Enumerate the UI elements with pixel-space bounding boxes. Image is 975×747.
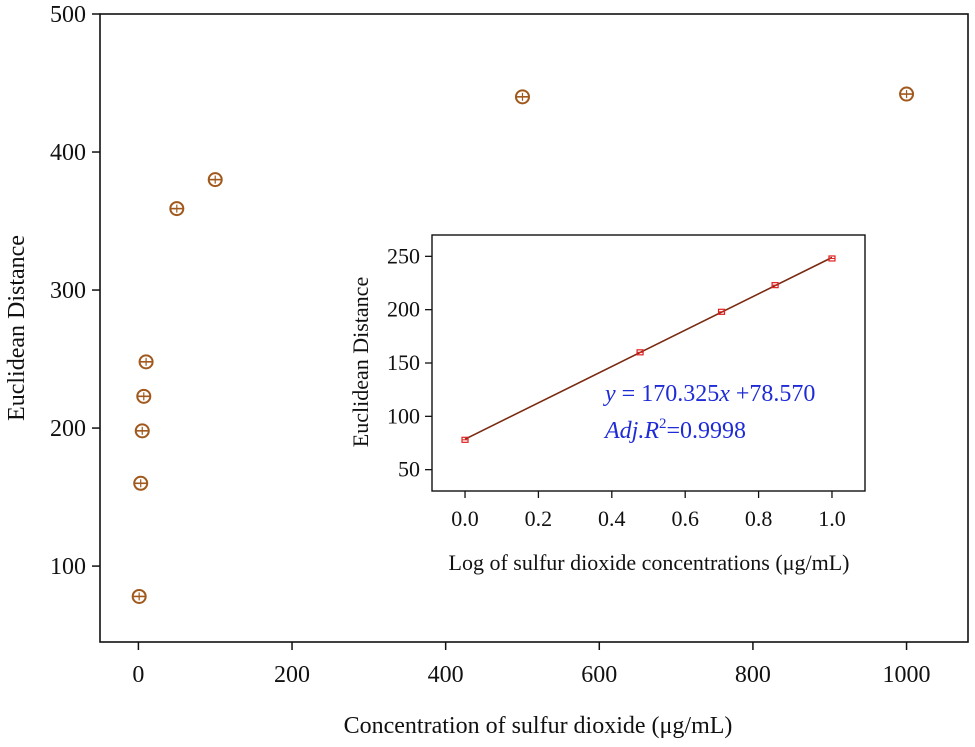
- inset-data-point: [771, 282, 779, 289]
- main-data-point: [514, 89, 530, 105]
- inset-y-tick-label: 200: [387, 297, 420, 322]
- r-squared-annotation: Adj.R2=0.9998: [603, 416, 746, 444]
- inset-x-tick-label: 0.0: [451, 506, 479, 531]
- main-x-axis-label: Concentration of sulfur dioxide (μg/mL): [344, 713, 733, 739]
- main-x-tick-label: 400: [428, 662, 464, 688]
- main-data-point: [133, 475, 149, 491]
- inset-y-axis-ticks: 50 100 150 200 250: [387, 243, 432, 482]
- inset-y-tick-label: 250: [387, 243, 420, 268]
- main-data-point: [207, 172, 223, 188]
- inset-x-tick-label: 0.2: [525, 506, 553, 531]
- main-y-tick-label: 400: [50, 140, 86, 166]
- main-x-tick-label: 600: [581, 662, 617, 688]
- r2-value: =0.9998: [667, 418, 747, 444]
- main-x-tick-label: 0: [132, 662, 144, 688]
- main-data-point: [169, 201, 185, 217]
- main-data-point: [136, 388, 152, 404]
- inset-y-tick-label: 50: [398, 457, 420, 482]
- main-y-tick-label: 100: [50, 554, 86, 580]
- inset-y-tick-label: 100: [387, 403, 420, 428]
- inset-y-axis-label: Euclidean Distance: [348, 277, 373, 447]
- r2-prefix: Adj.R: [603, 418, 659, 444]
- main-y-axis-label: Euclidean Distance: [4, 235, 30, 421]
- equation-x-var: x: [718, 381, 730, 407]
- inset-chart: 0.0 0.2 0.4 0.6 0.8 1.0 50 100 150 200 250 Log of…: [348, 234, 866, 575]
- inset-fit-line-group: [464, 256, 833, 440]
- main-x-tick-label: 200: [274, 662, 310, 688]
- main-y-tick-label: 500: [50, 2, 86, 28]
- inset-x-tick-label: 0.6: [671, 506, 699, 531]
- main-y-axis-ticks: 100 200 300 400 500: [50, 2, 100, 580]
- inset-data-point: [461, 436, 469, 443]
- main-x-tick-label: 800: [735, 662, 771, 688]
- fit-equation: y = 170.325x +78.570: [603, 381, 815, 407]
- r2-superscript: 2: [659, 416, 667, 432]
- equation-intercept: +78.570: [730, 381, 816, 407]
- main-x-axis-ticks: 0 200 400 600 800 1000: [132, 642, 931, 688]
- inset-x-axis-ticks: 0.0 0.2 0.4 0.6 0.8 1.0: [451, 491, 846, 531]
- main-data-point: [899, 86, 915, 102]
- inset-x-tick-label: 1.0: [818, 506, 846, 531]
- inset-fit-line: [464, 256, 833, 440]
- inset-y-tick-label: 150: [387, 350, 420, 375]
- main-data-point: [138, 354, 154, 370]
- main-y-tick-label: 200: [50, 416, 86, 442]
- inset-x-axis-label: Log of sulfur dioxide concentrations (μg…: [449, 550, 850, 575]
- equation-y-var: y: [603, 381, 616, 407]
- main-data-point: [134, 423, 150, 439]
- inset-x-tick-label: 0.8: [745, 506, 773, 531]
- inset-x-tick-label: 0.4: [598, 506, 626, 531]
- equation-slope: = 170.325: [616, 381, 720, 407]
- inset-data-point: [636, 349, 644, 356]
- inset-data-point: [717, 308, 726, 315]
- main-data-point: [131, 588, 147, 604]
- main-x-tick-label: 1000: [883, 662, 931, 688]
- main-data-points: [131, 86, 915, 604]
- inset-data-point: [828, 255, 836, 262]
- main-y-tick-label: 300: [50, 278, 86, 304]
- inset-data-points: [461, 255, 836, 443]
